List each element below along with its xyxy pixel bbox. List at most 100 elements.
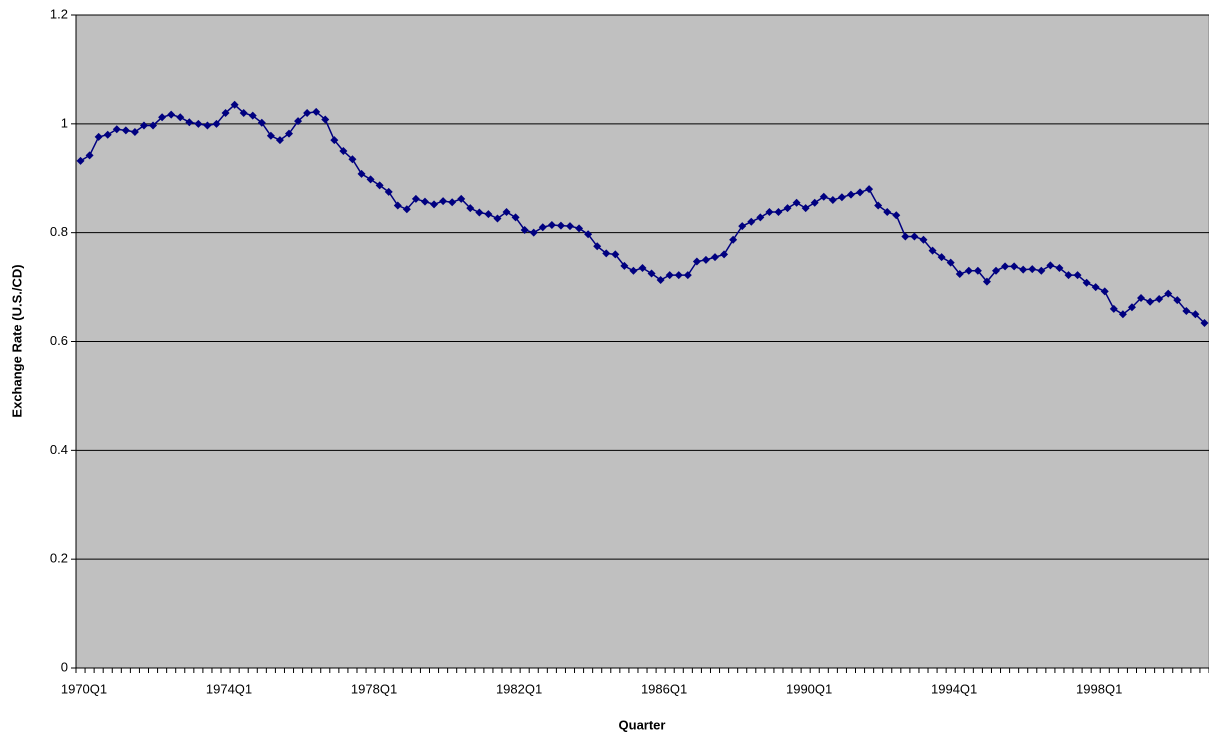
y-tick-label: 0.8 (50, 224, 68, 239)
point (765, 207, 774, 216)
point (1173, 296, 1182, 305)
point (357, 169, 366, 178)
y-tick-label: 0 (61, 659, 68, 674)
point (801, 204, 810, 213)
x-tick-label: 1974Q1 (206, 681, 252, 696)
point (1200, 318, 1209, 327)
point (1146, 297, 1155, 306)
point (529, 228, 538, 237)
y-tick-label: 1 (61, 115, 68, 130)
point (1137, 293, 1146, 302)
point (1164, 289, 1173, 298)
point (656, 276, 665, 285)
point (819, 192, 828, 201)
point (266, 131, 275, 140)
point (457, 194, 466, 203)
y-tick-label: 0.6 (50, 333, 68, 348)
point (874, 201, 883, 210)
point (176, 113, 185, 122)
point (756, 213, 765, 222)
point (294, 117, 303, 126)
point (901, 232, 910, 241)
point (747, 217, 756, 226)
point (1055, 264, 1064, 273)
point (1109, 304, 1118, 313)
point (856, 188, 865, 197)
point (701, 255, 710, 264)
point (167, 110, 176, 119)
point (946, 258, 955, 267)
point (711, 253, 720, 262)
x-tick-label: 1998Q1 (1076, 681, 1122, 696)
point (846, 190, 855, 199)
point (466, 204, 475, 213)
point (1182, 307, 1191, 316)
point (1191, 310, 1200, 319)
point (575, 224, 584, 233)
point (275, 136, 284, 145)
point (502, 207, 511, 216)
point (720, 250, 729, 259)
point (1100, 287, 1109, 296)
point (584, 230, 593, 239)
point (321, 115, 330, 124)
point (194, 119, 203, 128)
point (149, 121, 158, 130)
point (973, 266, 982, 275)
point (955, 270, 964, 279)
point (112, 125, 121, 134)
point (1118, 310, 1127, 319)
x-axis-title: Quarter (619, 717, 666, 732)
point (638, 264, 647, 273)
y-tick-label: 0.4 (50, 442, 68, 457)
point (683, 271, 692, 280)
point (239, 108, 248, 117)
point (647, 269, 656, 278)
x-tick-label: 1994Q1 (931, 681, 977, 696)
y-tick-label: 0.2 (50, 551, 68, 566)
point (565, 222, 574, 231)
point (511, 213, 520, 222)
point (1028, 265, 1037, 274)
point (1127, 303, 1136, 312)
point (1001, 262, 1010, 271)
point (738, 222, 747, 231)
point (919, 235, 928, 244)
x-tick-label: 1982Q1 (496, 681, 542, 696)
point (774, 207, 783, 216)
x-tick-label: 1990Q1 (786, 681, 832, 696)
point (865, 185, 874, 194)
point (1082, 278, 1091, 287)
point (312, 107, 321, 116)
point (928, 246, 937, 255)
x-tick-label: 1970Q1 (61, 681, 107, 696)
point (883, 207, 892, 216)
point (212, 119, 221, 128)
point (892, 211, 901, 220)
point (620, 261, 629, 270)
point (94, 132, 103, 141)
x-tick-label: 1978Q1 (351, 681, 397, 696)
point (1046, 261, 1055, 270)
point (593, 242, 602, 251)
point (547, 221, 556, 230)
point (1064, 271, 1073, 280)
point (448, 198, 457, 207)
point (1073, 271, 1082, 280)
point (330, 136, 339, 145)
point (611, 250, 620, 259)
point (384, 187, 393, 196)
point (393, 201, 402, 210)
point (475, 208, 484, 217)
point (729, 235, 738, 244)
point (121, 126, 130, 135)
point (366, 175, 375, 184)
point (937, 253, 946, 262)
point (185, 118, 194, 127)
point (103, 130, 112, 139)
point (837, 193, 846, 202)
point (556, 221, 565, 230)
point (248, 111, 257, 120)
point (285, 129, 294, 138)
